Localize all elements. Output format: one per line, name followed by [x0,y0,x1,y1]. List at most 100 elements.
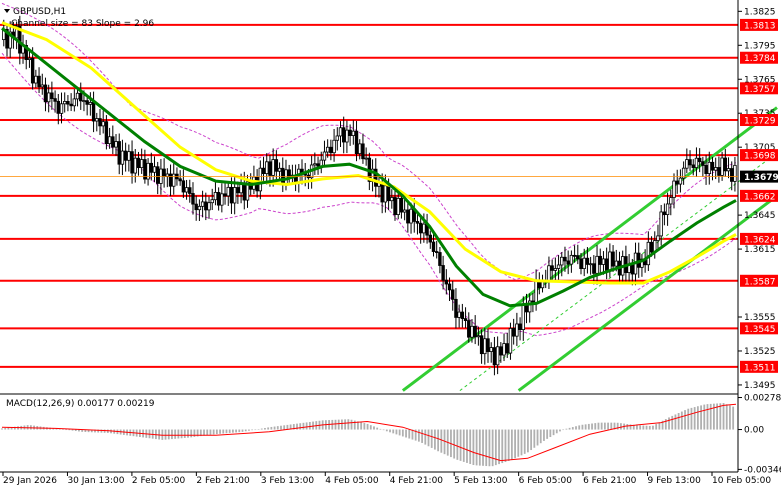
price-tick-label-0: 1.3825 [744,7,776,17]
macd-bar [417,429,420,442]
macd-pane [1,403,737,467]
candle-body [406,209,410,224]
candle-body [188,187,192,194]
macd-bar [494,429,497,466]
candle-body [527,300,532,313]
candle-body [540,281,545,289]
macd-bar [65,429,68,431]
candle-body [325,146,330,153]
candle-body [396,197,400,215]
candle-body [236,187,240,194]
candle-body [149,162,153,173]
level-label-box [740,82,778,95]
candle-body [681,167,686,179]
macd-bar [353,420,356,430]
candle-body [24,45,28,60]
macd-bar [405,429,407,438]
macd-bar [597,422,600,430]
macd-bar [228,429,231,433]
macd-bar [174,429,177,439]
macd-bar [456,429,459,460]
candle-body [723,157,728,172]
candle-body [56,100,60,114]
candle-body [50,92,54,100]
macd-bar [379,428,382,430]
macd-bar [203,429,205,436]
candle-body [162,168,166,177]
candle-body [489,347,493,352]
macd-bar [559,429,561,432]
macd-bar [158,429,161,440]
candle-body [649,241,654,253]
macd-bar [684,410,686,430]
candle-body [364,157,368,160]
macd-bar [13,426,16,430]
candle-body [136,157,141,169]
macd-bar [376,427,379,430]
time-label-8: 6 Feb 05:00 [519,476,573,486]
macd-bar [469,429,472,464]
ma-green-line [1,27,737,308]
level-label-1: 1.3784 [744,54,776,64]
macd-bar [267,427,270,430]
candle-body [139,159,144,169]
macd-bar [94,429,96,433]
time-label-3: 2 Feb 21:00 [196,476,250,486]
macd-bar [713,403,715,430]
macd-bar [571,427,574,430]
level-label-8: 1.3545 [744,325,776,335]
macd-bar [555,429,558,434]
candle-body [258,167,263,192]
macd-bar [1,428,3,430]
macd-bar [536,429,539,446]
macd-bar [190,429,193,438]
level-label-box [740,274,778,287]
candle-body [386,185,391,202]
current-price-box [740,170,778,183]
candle-body [601,258,606,265]
candle-body [191,193,195,205]
candle-body [505,343,509,354]
candle-body [338,127,343,137]
macd-bar [443,429,446,455]
macd-bar [620,423,622,430]
candle-body [14,25,19,39]
candle-body [361,143,365,160]
candle-body [200,201,205,207]
candle-body [133,157,137,174]
candle-body [611,251,615,267]
time-label-6: 4 Feb 21:00 [390,476,444,486]
macd-bar [273,426,276,430]
macd-bar [462,429,465,462]
channel-note: Channel size = 83 Slope = 2.96 [11,19,154,29]
macd-bar [709,403,712,430]
candle-body [710,161,715,171]
macd-bar [501,429,504,464]
macd-bar [725,404,728,430]
macd-bar [562,429,565,431]
macd-bar [337,419,340,430]
level-label-box [740,232,778,245]
candle-body [659,211,663,237]
macd-bar [472,429,475,466]
candle-body [374,168,378,187]
macd-bar [344,419,347,430]
price-tick-label-5: 1.3645 [744,211,776,221]
price-tick-label-8: 1.3525 [744,347,776,357]
dropdown-triangle-icon[interactable] [4,9,10,13]
macd-bar [4,427,7,430]
candle-body [130,151,134,174]
candle-body [354,130,359,155]
macd-bar [629,424,632,430]
level-label-box [740,114,778,127]
macd-bar [7,427,10,430]
candle-body [579,258,583,269]
macd-bar [414,429,417,441]
candle-body [268,161,272,176]
level-label-box [740,189,778,202]
macd-bar [389,429,391,433]
macd-bar [187,429,189,438]
macd-bar [677,413,680,430]
candle-body [53,98,57,102]
level-label-box [740,322,778,335]
